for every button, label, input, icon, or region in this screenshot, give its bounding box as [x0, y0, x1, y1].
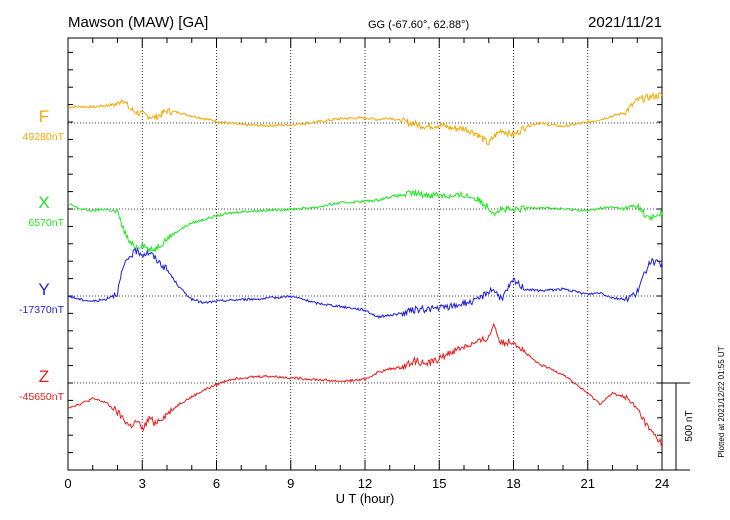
series-group: [67, 91, 663, 447]
series-label-Y: Y: [38, 280, 49, 299]
x-tick-labels: 0 3 6 9 12 15 18 21 24: [64, 476, 669, 491]
series-label-F: F: [39, 107, 49, 126]
x-tick-label-0: 0: [64, 476, 71, 491]
x-tick-label-24: 24: [655, 476, 669, 491]
series-line-Z: [67, 322, 663, 447]
series-label-Z: Z: [39, 367, 49, 386]
series-baseline-Z: -45650nT: [19, 391, 65, 403]
chart-title-date: 2021/11/21: [588, 14, 662, 31]
series-baseline-X: 6570nT: [28, 217, 64, 229]
component-labels: F 49280nT X 6570nT Y -17370nT Z -45650nT: [19, 107, 65, 403]
axis-ticks: [67, 38, 663, 471]
x-tick-label-9: 9: [287, 476, 294, 491]
series-line-Y: [67, 247, 663, 320]
x-axis-title: U T (hour): [336, 491, 395, 506]
x-tick-label-21: 21: [581, 476, 595, 491]
x-tick-label-18: 18: [506, 476, 520, 491]
scale-bar-label: 500 nT: [684, 410, 695, 441]
vertical-grid: [141, 38, 589, 470]
x-tick-label-6: 6: [213, 476, 220, 491]
series-line-X: [67, 189, 663, 254]
scale-bar: 500 nT: [662, 382, 695, 471]
series-label-X: X: [38, 193, 49, 212]
series-line-F: [67, 91, 663, 146]
series-baseline-Y: -17370nT: [19, 304, 65, 316]
x-tick-label-3: 3: [139, 476, 146, 491]
chart-title-coords: GG (-67.60°, 62.88°): [368, 19, 469, 31]
chart-title-station: Mawson (MAW) [GA]: [68, 14, 208, 31]
x-tick-label-15: 15: [432, 476, 446, 491]
x-tick-label-12: 12: [358, 476, 372, 491]
series-baseline-F: 49280nT: [23, 131, 65, 143]
plotted-note: Plotted at 2021/12/22 01:55 UT: [717, 346, 726, 457]
